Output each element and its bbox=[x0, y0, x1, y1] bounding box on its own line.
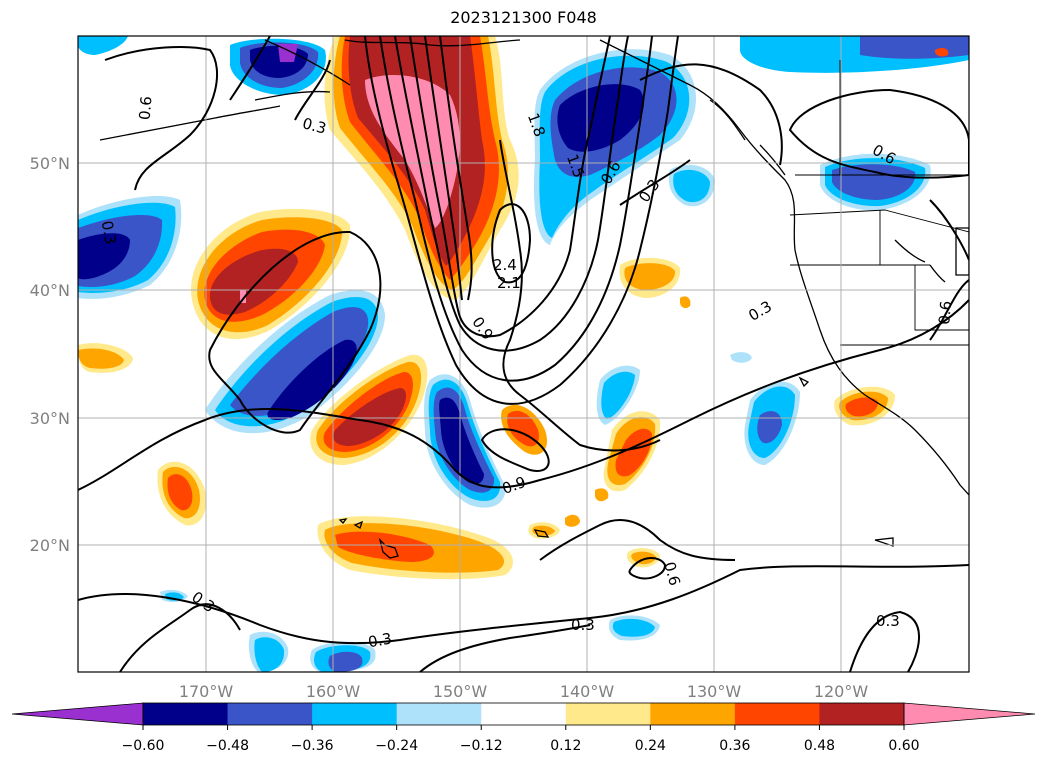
contour-label: 2.4 bbox=[493, 256, 517, 274]
colorbar-segment bbox=[396, 703, 482, 725]
colorbar-tick-label: −0.48 bbox=[206, 738, 249, 754]
lon-label: 150°W bbox=[433, 682, 488, 701]
colorbar-segment bbox=[143, 703, 229, 725]
map-title: 2023121300 F048 bbox=[450, 8, 597, 27]
colorbar-tick-label: 0.48 bbox=[804, 738, 835, 754]
lat-label: 50°N bbox=[30, 154, 70, 173]
contour-label: 0.6 bbox=[935, 300, 955, 325]
lon-label: 160°W bbox=[306, 682, 361, 701]
colorbar-tick-label: 0.24 bbox=[635, 738, 666, 754]
contour-label: 0.3 bbox=[367, 629, 394, 651]
latitude-labels: 50°N 40°N 30°N 20°N bbox=[30, 154, 70, 555]
colorbar-segment bbox=[565, 703, 651, 725]
colorbar-segment bbox=[650, 703, 736, 725]
lon-label: 130°W bbox=[687, 682, 742, 701]
lat-label: 20°N bbox=[30, 536, 70, 555]
colorbar-segment bbox=[819, 703, 905, 725]
map-plot-area: 0.6 0.3 0.3 0.3 0.3 0.3 0.3 0.6 0.6 0.6 … bbox=[78, 36, 969, 672]
lat-label: 40°N bbox=[30, 281, 70, 300]
longitude-labels: 170°W 160°W 150°W 140°W 130°W 120°W bbox=[179, 682, 869, 701]
colorbar-tick-label: 0.60 bbox=[888, 738, 919, 754]
lon-label: 140°W bbox=[560, 682, 615, 701]
colorbar-extend-low bbox=[12, 703, 143, 725]
colorbar-segments bbox=[12, 703, 1035, 725]
colorbar-extend-high bbox=[904, 703, 1035, 725]
colorbar-segment bbox=[734, 703, 820, 725]
contour-label: 0.3 bbox=[300, 114, 328, 138]
political-borders bbox=[789, 60, 969, 346]
colorbar-tick-label: 0.12 bbox=[550, 738, 581, 754]
lat-label: 30°N bbox=[30, 409, 70, 428]
contour-label: 0.3 bbox=[98, 219, 120, 246]
colorbar-tick-label: 0.36 bbox=[719, 738, 750, 754]
colorbar-segment bbox=[481, 703, 567, 725]
colorbar-ticks: −0.60 −0.48 −0.36 −0.24 −0.12 0.12 0.24 0.36 0.4… bbox=[122, 725, 920, 754]
lon-label: 120°W bbox=[814, 682, 869, 701]
colorbar-tick-label: −0.60 bbox=[122, 738, 165, 754]
colorbar-tick-label: −0.36 bbox=[291, 738, 334, 754]
contour-label: 0.3 bbox=[876, 612, 900, 630]
colorbar-tick-label: −0.24 bbox=[375, 738, 418, 754]
colorbar-tick-label: −0.12 bbox=[460, 738, 503, 754]
colorbar-segment bbox=[312, 703, 398, 725]
contour-label: 0.6 bbox=[660, 560, 684, 588]
contour-label: 0.3 bbox=[571, 616, 595, 634]
colorbar-segment bbox=[227, 703, 313, 725]
contour-lines bbox=[78, 36, 969, 672]
contour-label: 0.6 bbox=[136, 95, 156, 120]
gridlines bbox=[78, 36, 969, 672]
colorbar: −0.60 −0.48 −0.36 −0.24 −0.12 0.12 0.24 0.36 0.4… bbox=[11, 702, 1036, 754]
lon-label: 170°W bbox=[179, 682, 234, 701]
map-frame bbox=[77, 35, 970, 673]
contour-label: 2.1 bbox=[497, 274, 521, 292]
